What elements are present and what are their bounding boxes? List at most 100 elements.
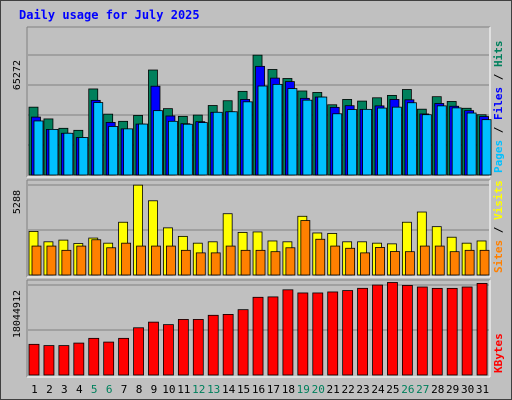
sites-bar — [46, 245, 57, 276]
x-tick-label: 13 — [207, 383, 220, 396]
sites-bar — [464, 249, 475, 276]
pages-bar — [123, 128, 134, 176]
kbytes-bar — [312, 292, 324, 376]
x-tick-label: 3 — [61, 383, 68, 396]
x-tick-label: 14 — [222, 383, 236, 396]
kbytes-bar — [476, 283, 488, 376]
sites-bar — [449, 251, 460, 276]
pages-bar — [108, 126, 119, 176]
legend-hits: Pages / Files / Hits — [492, 41, 505, 174]
kbytes-bar — [103, 341, 115, 376]
legend-entry: Pages — [492, 140, 505, 173]
sites-bar — [106, 247, 117, 276]
pages-bar — [227, 111, 238, 176]
kbytes-bar — [372, 284, 383, 376]
pages-bar — [377, 107, 387, 176]
kbytes-bar — [282, 289, 294, 376]
max-label-kbytes: 18044912 — [12, 290, 23, 338]
pages-bar — [138, 123, 148, 176]
legend-entry: KBytes — [492, 333, 505, 373]
sites-bar — [31, 245, 42, 276]
kbytes-bar — [58, 345, 70, 376]
pages-bar — [93, 102, 104, 176]
x-tick-label: 26 — [401, 383, 414, 396]
x-tick-label: 6 — [106, 383, 113, 396]
legend-entry: Hits — [492, 41, 505, 68]
sites-bar — [330, 245, 341, 276]
pages-bar — [33, 120, 44, 176]
kbytes-bar — [327, 291, 339, 376]
x-tick-label: 21 — [327, 383, 340, 396]
x-tick-label: 12 — [192, 383, 205, 396]
x-tick-label: 31 — [476, 383, 489, 396]
sites-bar — [300, 220, 311, 276]
pages-bar — [212, 111, 223, 176]
kbytes-bar — [252, 296, 264, 376]
pages-bar — [406, 102, 417, 176]
legend-kbytes: KBytes — [492, 333, 505, 373]
pages-bar — [197, 122, 208, 176]
kbytes-bar — [43, 345, 55, 376]
sites-bar — [434, 245, 445, 276]
pages-bar — [332, 113, 343, 176]
sites-bar — [390, 251, 400, 276]
pages-bar — [466, 112, 477, 176]
kbytes-bar — [163, 324, 174, 376]
sites-bar — [61, 249, 72, 276]
pages-bar — [242, 101, 253, 176]
pages-bar — [451, 107, 462, 176]
x-tick-label: 2 — [46, 383, 53, 396]
pages-bar — [257, 85, 268, 176]
sites-bar — [345, 247, 356, 276]
pages-bar — [436, 105, 447, 176]
kbytes-bar — [177, 319, 189, 376]
kbytes-bar — [297, 292, 309, 376]
pages-bar — [48, 129, 59, 176]
x-tick-label: 9 — [151, 383, 158, 396]
kbytes-bar — [133, 327, 144, 376]
pages-bar — [182, 123, 193, 176]
x-tick-label: 19 — [297, 383, 310, 396]
sites-bar — [151, 245, 161, 276]
x-tick-label: 4 — [76, 383, 83, 396]
pages-bar — [78, 137, 89, 176]
legend-visits: Sites / Visits — [492, 180, 505, 273]
kbytes-bar — [431, 287, 443, 376]
legend-entry: Files — [492, 87, 505, 120]
pages-bar — [362, 108, 372, 176]
sites-bar — [315, 238, 326, 276]
kbytes-bar — [207, 314, 219, 376]
sites-bar — [210, 252, 221, 276]
sites-bar — [404, 251, 415, 276]
x-tick-label: 25 — [386, 383, 399, 396]
x-tick-label: 22 — [341, 383, 354, 396]
x-tick-label: 7 — [121, 383, 128, 396]
pages-bar — [272, 83, 283, 176]
kbytes-bar — [88, 337, 100, 376]
max-label-visits: 5288 — [12, 190, 23, 214]
sites-bar — [91, 239, 102, 276]
kbytes-bar — [73, 342, 85, 376]
x-tick-label: 23 — [356, 383, 369, 396]
kbytes-bar — [222, 314, 234, 376]
x-tick-label: 1 — [31, 383, 38, 396]
sites-bar — [270, 251, 281, 276]
sites-bar — [76, 245, 87, 276]
kbytes-bar — [192, 319, 204, 376]
pages-bar — [347, 109, 358, 176]
legend-entry: / — [492, 67, 505, 87]
pages-bar — [392, 106, 402, 176]
pages-bar — [287, 88, 298, 176]
x-tick-label: 29 — [446, 383, 459, 396]
x-tick-label: 10 — [162, 383, 175, 396]
x-tick-label: 15 — [237, 383, 250, 396]
x-tick-label: 11 — [177, 383, 190, 396]
sites-bar — [121, 242, 132, 276]
x-tick-label: 24 — [371, 383, 385, 396]
pages-bar — [63, 132, 74, 176]
legend-entry: / — [492, 220, 505, 240]
sites-bar — [136, 245, 146, 276]
sites-bar — [375, 247, 385, 276]
pages-bar — [421, 114, 432, 176]
